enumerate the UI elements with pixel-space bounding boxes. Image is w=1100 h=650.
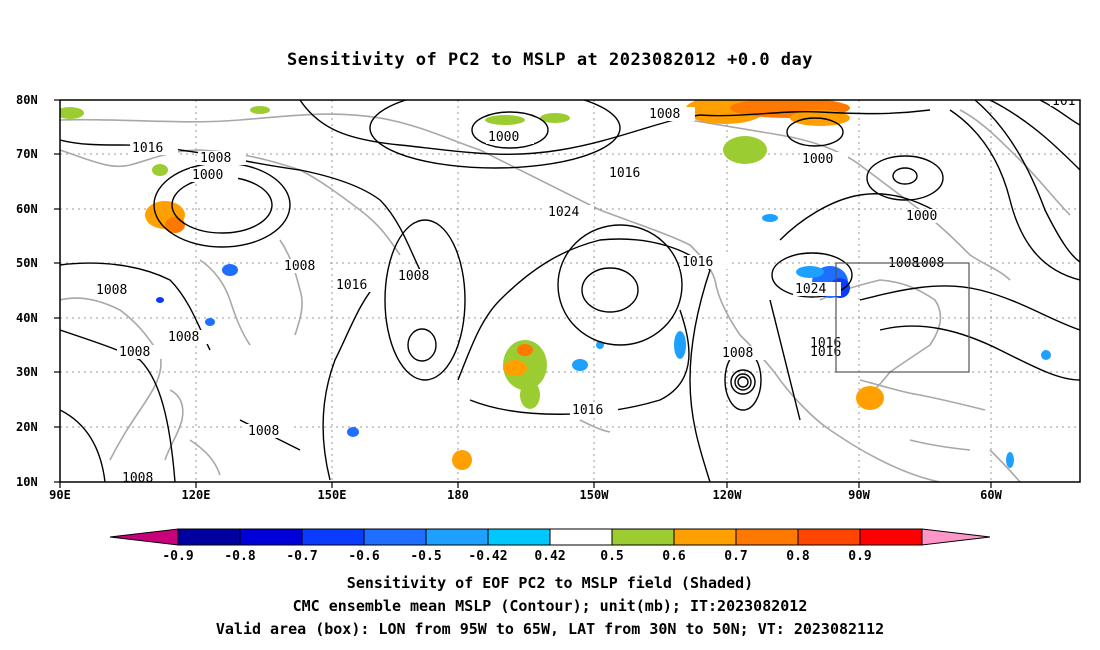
valid-area-box [835, 262, 970, 373]
colorbar-swatch [797, 528, 861, 546]
contour-label: 1008 [398, 269, 429, 284]
contour-label: 1008 [119, 345, 150, 360]
colorbar-swatch [239, 528, 303, 546]
contour-label: 1016 [810, 336, 841, 351]
colorbar-swatch [301, 528, 365, 546]
lon-label: 150E [318, 488, 347, 502]
contour-label: 1000 [192, 168, 223, 183]
coastlines [60, 109, 1071, 482]
colorbar-swatch [363, 528, 427, 546]
colorbar-tick-label: -0.8 [224, 549, 255, 564]
colorbar-swatch [611, 528, 675, 546]
colorbar [109, 528, 991, 546]
colorbar-tick-label: 0.5 [600, 549, 623, 564]
caption-line-2: CMC ensemble mean MSLP (Contour); unit(m… [292, 597, 808, 615]
lon-label: 120W [713, 488, 743, 502]
colorbar-swatch [549, 528, 613, 546]
colorbar-tick-label: -0.42 [468, 549, 507, 564]
contour-label: 1000 [906, 209, 937, 224]
colorbar-tick-label: -0.9 [162, 549, 193, 564]
contour-labels: 1016 1008 1000 1008 1008 1008 1008 1008 … [94, 94, 1080, 486]
colorbar-swatch [177, 528, 241, 546]
colorbar-swatch [735, 528, 799, 546]
contour-label: 101 [1052, 94, 1075, 109]
lat-label: 50N [16, 256, 38, 270]
colorbar-swatch [487, 528, 551, 546]
lat-label: 70N [16, 147, 38, 161]
colorbar-ticks: -0.9 -0.8 -0.7 -0.6 -0.5 -0.42 0.42 0.5 0.6 0.7 0.… [162, 549, 871, 564]
colorbar-tick-label: 0.9 [848, 549, 871, 564]
mslp-contours [60, 100, 1080, 482]
caption-line-3: Valid area (box): LON from 95W to 65W, L… [215, 620, 885, 638]
contour-label: 1008 [284, 259, 315, 274]
lat-label: 60N [16, 202, 38, 216]
latitude-labels: 80N 70N 60N 50N 40N 30N 20N 10N [16, 93, 38, 489]
colorbar-left-extension [109, 528, 179, 546]
contour-label: 1016 [572, 403, 603, 418]
lon-label: 180 [447, 488, 469, 502]
map-title: Sensitivity of PC2 to MSLP at 2023082012… [286, 50, 813, 70]
contour-label: 1016 [810, 345, 841, 360]
contour-label: 1008 [168, 330, 199, 345]
lon-label: 90W [848, 488, 870, 502]
colorbar-tick-label: 0.7 [724, 549, 747, 564]
lon-label: 120E [182, 488, 211, 502]
contour-label: 1008 [122, 471, 153, 486]
colorbar-tick-label: 0.42 [534, 549, 565, 564]
contour-label: 1008 [649, 107, 680, 122]
lon-label: 150W [580, 488, 610, 502]
contour-label: 1008 [722, 346, 753, 361]
contour-label: 1016 [132, 141, 163, 156]
lon-label: 60W [980, 488, 1002, 502]
lat-label: 10N [16, 475, 38, 489]
contour-label: 1016 [336, 278, 367, 293]
contour-label: 1000 [802, 152, 833, 167]
contour-label: 1008 [200, 151, 231, 166]
colorbar-swatch [425, 528, 489, 546]
contour-label: 1024 [548, 205, 579, 220]
caption-line-1: Sensitivity of EOF PC2 to MSLP field (Sh… [346, 574, 754, 592]
longitude-labels: 90E 120E 150E 180 150W 120W 90W 60W [49, 488, 1002, 502]
colorbar-right-extension [921, 528, 991, 546]
contour-label: 1016 [682, 255, 713, 270]
contour-label: 1016 [609, 166, 640, 181]
contour-label: 1000 [488, 130, 519, 145]
colorbar-tick-label: 0.6 [662, 549, 686, 564]
colorbar-tick-label: -0.5 [410, 549, 441, 564]
contour-label: 1008 [248, 424, 279, 439]
lon-label: 90E [49, 488, 71, 502]
contour-label: 1008 [96, 283, 127, 298]
lat-label: 80N [16, 93, 38, 107]
colorbar-swatch [859, 528, 923, 546]
colorbar-tick-label: 0.8 [786, 549, 810, 564]
axis-ticks [54, 99, 992, 488]
colorbar-tick-label: -0.7 [286, 549, 317, 564]
map-border [59, 99, 1081, 483]
colorbar-tick-label: -0.6 [348, 549, 379, 564]
lat-label: 20N [16, 420, 38, 434]
contour-label: 1024 [795, 282, 826, 297]
colorbar-swatch [673, 528, 737, 546]
lat-label: 40N [16, 311, 38, 325]
lat-label: 30N [16, 365, 38, 379]
sensitivity-shading [60, 100, 1051, 470]
